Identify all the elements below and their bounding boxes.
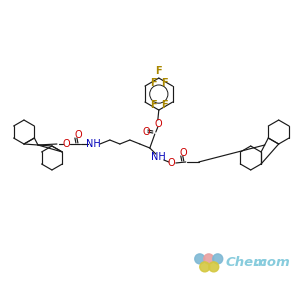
Text: O: O [142, 127, 150, 137]
Text: F: F [155, 66, 162, 76]
Text: F: F [161, 78, 168, 88]
Text: O: O [74, 130, 82, 140]
Text: Chem: Chem [226, 256, 268, 269]
Text: O: O [154, 119, 162, 129]
Text: O: O [180, 148, 188, 158]
Text: O: O [62, 139, 70, 149]
Text: O: O [168, 158, 176, 168]
Circle shape [200, 262, 210, 272]
Circle shape [209, 262, 219, 272]
Text: NH: NH [152, 152, 166, 162]
Circle shape [195, 254, 205, 264]
Text: .com: .com [255, 256, 290, 269]
Circle shape [213, 254, 223, 264]
Text: F: F [161, 100, 168, 110]
Circle shape [204, 254, 214, 264]
Text: NH: NH [85, 139, 100, 149]
Text: F: F [150, 78, 156, 88]
Text: F: F [150, 100, 156, 110]
